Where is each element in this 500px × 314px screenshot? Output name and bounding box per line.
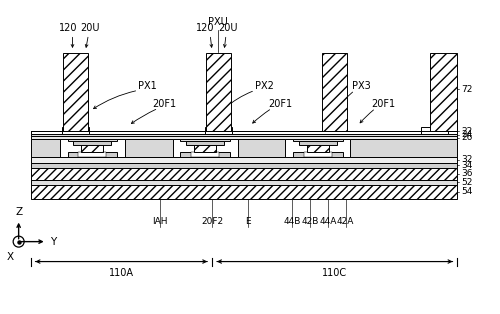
Text: 72: 72 xyxy=(462,85,473,94)
Bar xyxy=(30,185,458,199)
Bar xyxy=(172,139,238,157)
Bar xyxy=(74,141,112,144)
Text: 36: 36 xyxy=(462,170,473,178)
Bar xyxy=(180,138,230,141)
Bar xyxy=(30,133,458,136)
Text: 120: 120 xyxy=(196,23,214,33)
Bar xyxy=(191,152,219,157)
Text: 32: 32 xyxy=(462,155,473,165)
Text: 34: 34 xyxy=(462,161,473,170)
Bar xyxy=(304,152,332,157)
Text: 42A: 42A xyxy=(337,217,354,226)
Bar xyxy=(30,131,458,133)
Bar xyxy=(293,138,343,141)
Bar xyxy=(62,127,89,133)
Bar xyxy=(68,152,117,157)
Text: 120: 120 xyxy=(60,23,78,33)
Bar xyxy=(60,139,125,157)
Bar xyxy=(68,138,117,141)
Text: IAH: IAH xyxy=(152,217,168,226)
Bar xyxy=(307,144,329,152)
Text: 20U: 20U xyxy=(218,23,238,33)
Text: 20F1: 20F1 xyxy=(152,99,176,109)
Text: 22: 22 xyxy=(462,127,472,136)
Bar xyxy=(286,139,350,157)
Text: 24: 24 xyxy=(462,130,472,139)
Bar xyxy=(30,168,458,180)
Bar xyxy=(322,53,347,131)
Bar xyxy=(30,136,458,139)
Text: PXU: PXU xyxy=(208,17,228,27)
Text: 44B: 44B xyxy=(283,217,300,226)
Text: Z: Z xyxy=(15,207,22,217)
Text: 110A: 110A xyxy=(109,268,134,278)
Bar xyxy=(180,152,230,157)
Text: 52: 52 xyxy=(462,178,473,187)
Bar xyxy=(82,144,104,152)
Text: PX3: PX3 xyxy=(352,81,370,91)
Bar xyxy=(63,53,88,131)
Text: 20F1: 20F1 xyxy=(268,99,292,109)
Bar xyxy=(293,152,343,157)
Bar xyxy=(30,157,458,163)
Bar xyxy=(78,152,106,157)
Bar xyxy=(30,139,458,157)
Text: 110C: 110C xyxy=(322,268,347,278)
Bar xyxy=(421,127,448,133)
Bar xyxy=(430,53,458,131)
Bar xyxy=(30,163,458,168)
Text: X: X xyxy=(7,252,14,262)
Bar xyxy=(194,144,216,152)
Bar xyxy=(204,127,232,133)
Text: 26: 26 xyxy=(462,133,473,142)
Text: 44A: 44A xyxy=(319,217,336,226)
Text: 54: 54 xyxy=(462,187,473,196)
Text: PX2: PX2 xyxy=(255,81,274,91)
Text: E: E xyxy=(245,217,251,226)
Text: 20U: 20U xyxy=(80,23,100,33)
Bar xyxy=(299,141,337,144)
Text: 42B: 42B xyxy=(301,217,318,226)
Text: 20F1: 20F1 xyxy=(372,99,396,109)
Bar xyxy=(30,180,458,185)
Bar xyxy=(206,53,231,131)
Bar xyxy=(186,141,224,144)
Text: Y: Y xyxy=(50,237,56,246)
Text: PX1: PX1 xyxy=(138,81,157,91)
Text: 20F2: 20F2 xyxy=(201,217,223,226)
